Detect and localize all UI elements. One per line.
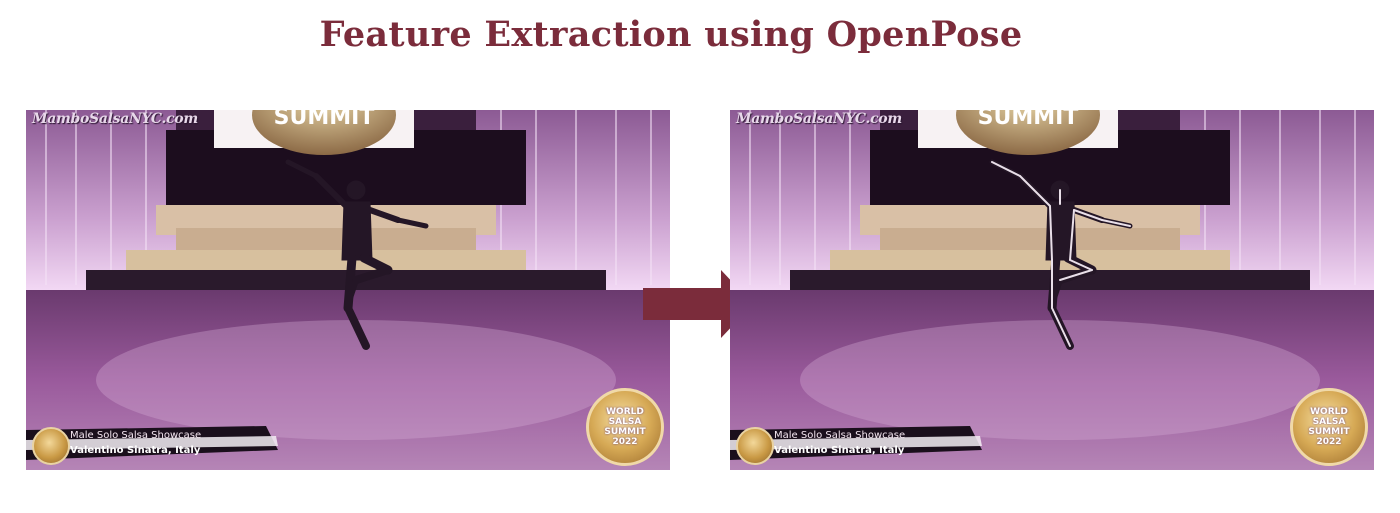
stage-scene: SUMMIT — [26, 110, 670, 470]
badge-text: WORLD SALSA SUMMIT 2022 — [604, 407, 646, 447]
lower-third-caption: Male Solo Salsa Showcase Valentino Sinat… — [26, 422, 306, 468]
caption-event: Male Solo Salsa Showcase — [774, 430, 906, 441]
caption-dancer: Valentino Sinatra, Italy — [70, 445, 201, 456]
caption-event: Male Solo Salsa Showcase — [70, 430, 202, 441]
right-arrow-icon — [643, 270, 753, 338]
page-title: Feature Extraction using OpenPose — [319, 14, 1023, 55]
event-logo-icon — [32, 427, 70, 465]
output-pose-frame: SUMMIT — [730, 110, 1374, 470]
event-badge-icon: WORLD SALSA SUMMIT 2022 — [1290, 388, 1368, 466]
event-logo-icon — [736, 427, 774, 465]
banner-logo-text: SUMMIT — [274, 110, 375, 130]
watermark-text: MamboSalsaNYC.com — [32, 111, 198, 127]
badge-text: WORLD SALSA SUMMIT 2022 — [1308, 407, 1350, 447]
dancer-figure — [285, 159, 429, 350]
stage-scene: SUMMIT — [730, 110, 1374, 470]
watermark-text: MamboSalsaNYC.com — [736, 111, 902, 127]
lower-third-caption: Male Solo Salsa Showcase Valentino Sinat… — [730, 422, 1010, 468]
pose-skeleton-overlay — [991, 161, 1131, 347]
banner-logo-text: SUMMIT — [978, 110, 1079, 130]
caption-dancer: Valentino Sinatra, Italy — [774, 445, 905, 456]
input-video-frame: SUMMIT MamboSalsaNYC.com Male Solo S — [26, 110, 670, 470]
event-badge-icon: WORLD SALSA SUMMIT 2022 — [586, 388, 664, 466]
